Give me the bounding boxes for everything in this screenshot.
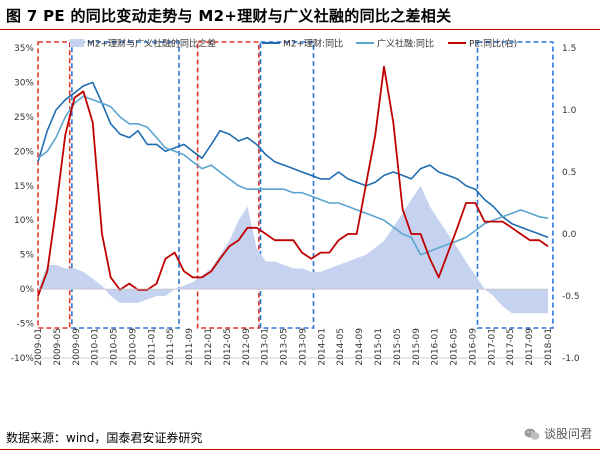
legend-label: 广义社融:同比 (377, 38, 434, 50)
x-tick-label: 2017-05 (506, 328, 516, 366)
x-tick-label: 2013-05 (280, 328, 290, 366)
y-left-tick-label: 0% (20, 285, 35, 295)
y-left-tick-label: 35% (14, 44, 34, 54)
highlight-box-blue (476, 41, 554, 329)
footer-rule (0, 449, 600, 450)
legend-label: M2+理财:同比 (283, 38, 343, 50)
watermark: 谈股问君 (524, 425, 592, 442)
x-tick-label: 2015-09 (412, 328, 422, 366)
wechat-icon (524, 428, 540, 440)
x-tick-label: 2010-05 (110, 328, 120, 366)
x-tick-label: 2016-01 (431, 328, 441, 366)
highlight-box-blue (259, 41, 315, 329)
x-tick-label: 2018-01 (544, 328, 554, 366)
line-series-pe (37, 65, 549, 297)
y-right-tick-label: -1.0 (562, 354, 580, 364)
legend-label: PE:同比(右) (469, 38, 517, 50)
x-tick-label: 2011-09 (185, 328, 195, 366)
line-series-social-financing (37, 95, 549, 256)
legend: M2+理财与广义社融的同比之差 M2+理财:同比 广义社融:同比 PE:同比(右) (70, 38, 517, 50)
highlight-box-red (37, 41, 71, 329)
x-tick-label: 2011-01 (147, 328, 157, 366)
source-note: 数据来源：wind，国泰君安证券研究 (6, 431, 203, 445)
highlight-box-blue (71, 41, 180, 329)
line-series-m2 (37, 81, 549, 239)
x-tick-label: 2012-09 (242, 328, 252, 366)
area-layer (38, 185, 548, 314)
lines-layer (37, 65, 549, 297)
x-tick-label: 2012-01 (204, 328, 214, 366)
x-tick-label: 2013-09 (298, 328, 308, 366)
highlight-box-red (196, 41, 260, 329)
x-tick-label: 2009-01 (34, 328, 44, 366)
x-tick-label: 2012-05 (223, 328, 233, 366)
highlight-boxes (37, 41, 554, 329)
x-tick-label: 2014-05 (336, 328, 346, 366)
x-tick-label: 2014-09 (355, 328, 365, 366)
y-right-tick-label: 0.0 (562, 230, 577, 240)
x-tick-label: 2014-01 (317, 328, 327, 366)
x-tick-label: 2016-09 (468, 328, 478, 366)
area-series-spread (38, 185, 548, 314)
y-right-tick-label: 0.5 (562, 168, 576, 178)
y-left-tick-label: 15% (14, 182, 34, 192)
y-left-tick-label: -10% (11, 354, 35, 364)
legend-label: M2+理财与广义社融的同比之差 (87, 38, 216, 50)
x-tick-label: 2016-05 (450, 328, 460, 366)
x-tick-label: 2010-09 (128, 328, 138, 366)
x-tick-label: 2015-01 (374, 328, 384, 366)
x-tick-label: 2017-09 (525, 328, 535, 366)
chart: 35% 30% 25% 20% 15% 10% 5% 0% -5% -10% 1.5 1.0 0.5 0.… (11, 38, 580, 366)
y-left-tick-label: 20% (14, 147, 34, 157)
x-tick-label: 2017-01 (487, 328, 497, 366)
x-tick-label: 2013-01 (261, 328, 271, 366)
figure-title: 图 7 PE 的同比变动走势与 M2+理财与广义社融的同比之差相关 (6, 7, 452, 25)
y-right-tick-label: -0.5 (562, 292, 580, 302)
y-left-tick-label: 25% (14, 113, 34, 123)
x-tick-label: 2011-05 (166, 328, 176, 366)
title-bar: 图 7 PE 的同比变动走势与 M2+理财与广义社融的同比之差相关 (0, 0, 600, 30)
x-tick-label: 2010-01 (91, 328, 101, 366)
x-tick-label: 2009-05 (53, 328, 63, 366)
y-left-tick-label: 30% (14, 78, 34, 88)
legend-swatch (70, 39, 84, 47)
axes: 35% 30% 25% 20% 15% 10% 5% 0% -5% -10% 1.5 1.0 0.5 0.… (11, 44, 580, 366)
y-left-tick-label: 5% (20, 251, 35, 261)
y-left-tick-label: 10% (14, 216, 34, 226)
y-right-tick-label: 1.5 (562, 44, 576, 54)
watermark-text: 谈股问君 (543, 427, 592, 441)
x-tick-label: 2015-05 (393, 328, 403, 366)
y-left-tick-label: -5% (16, 320, 34, 330)
x-tick-label: 2009-09 (72, 328, 82, 366)
y-right-tick-label: 1.0 (562, 106, 577, 116)
